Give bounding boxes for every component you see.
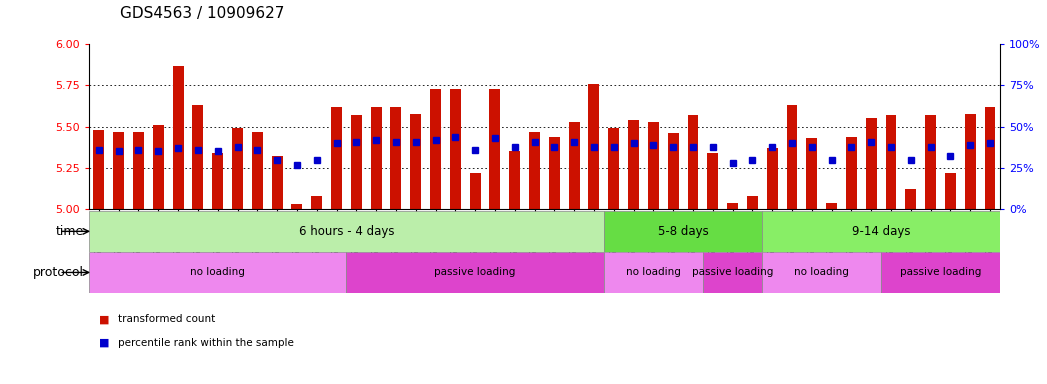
Bar — [430, 89, 441, 209]
Text: GDS4563 / 10909627: GDS4563 / 10909627 — [120, 6, 285, 21]
Bar — [93, 130, 105, 209]
Bar — [608, 128, 619, 209]
Bar — [529, 132, 540, 209]
Text: percentile rank within the sample: percentile rank within the sample — [118, 338, 294, 348]
Bar — [193, 105, 203, 209]
Bar — [391, 107, 401, 209]
Text: passive loading: passive loading — [435, 267, 516, 278]
Text: passive loading: passive loading — [899, 267, 981, 278]
Bar — [509, 152, 520, 209]
Bar — [762, 252, 882, 293]
Bar — [450, 89, 461, 209]
Bar — [347, 252, 604, 293]
Text: transformed count: transformed count — [118, 314, 216, 324]
Bar — [331, 107, 342, 209]
Text: ■: ■ — [99, 338, 110, 348]
Bar — [311, 196, 322, 209]
Bar — [708, 153, 718, 209]
Bar — [490, 89, 500, 209]
Bar — [766, 148, 778, 209]
Bar — [291, 204, 303, 209]
Text: time: time — [55, 225, 84, 238]
Bar — [703, 252, 762, 293]
Bar — [569, 122, 580, 209]
Bar — [945, 173, 956, 209]
Bar — [89, 252, 347, 293]
Bar — [747, 196, 758, 209]
Bar — [964, 114, 976, 209]
Bar — [604, 252, 703, 293]
Text: no loading: no loading — [795, 267, 849, 278]
Bar — [806, 138, 818, 209]
Text: ■: ■ — [99, 314, 110, 324]
Bar — [351, 115, 362, 209]
Bar — [153, 125, 163, 209]
Text: 6 hours - 4 days: 6 hours - 4 days — [298, 225, 394, 238]
Text: 5-8 days: 5-8 days — [658, 225, 709, 238]
Bar — [410, 114, 421, 209]
Bar — [549, 137, 560, 209]
Bar — [628, 120, 639, 209]
Bar — [727, 203, 738, 209]
Text: 9-14 days: 9-14 days — [852, 225, 910, 238]
Bar — [668, 133, 678, 209]
Bar — [762, 211, 1000, 252]
Bar — [271, 156, 283, 209]
Text: no loading: no loading — [191, 267, 245, 278]
Bar — [133, 132, 143, 209]
Bar — [906, 189, 916, 209]
Bar — [371, 107, 381, 209]
Bar — [926, 115, 936, 209]
Bar — [470, 173, 481, 209]
Bar — [786, 105, 798, 209]
Text: no loading: no loading — [626, 267, 681, 278]
Bar — [882, 252, 1000, 293]
Bar — [113, 132, 125, 209]
Bar — [604, 211, 762, 252]
Bar — [688, 115, 698, 209]
Bar — [232, 128, 243, 209]
Bar — [252, 132, 263, 209]
Bar — [173, 66, 183, 209]
Bar — [89, 211, 604, 252]
Text: passive loading: passive loading — [692, 267, 774, 278]
Bar — [648, 122, 659, 209]
Bar — [886, 115, 896, 209]
Text: protocol: protocol — [32, 266, 84, 279]
Bar — [846, 137, 856, 209]
Bar — [213, 153, 223, 209]
Bar — [588, 84, 599, 209]
Bar — [984, 107, 996, 209]
Bar — [826, 203, 837, 209]
Bar — [866, 118, 876, 209]
